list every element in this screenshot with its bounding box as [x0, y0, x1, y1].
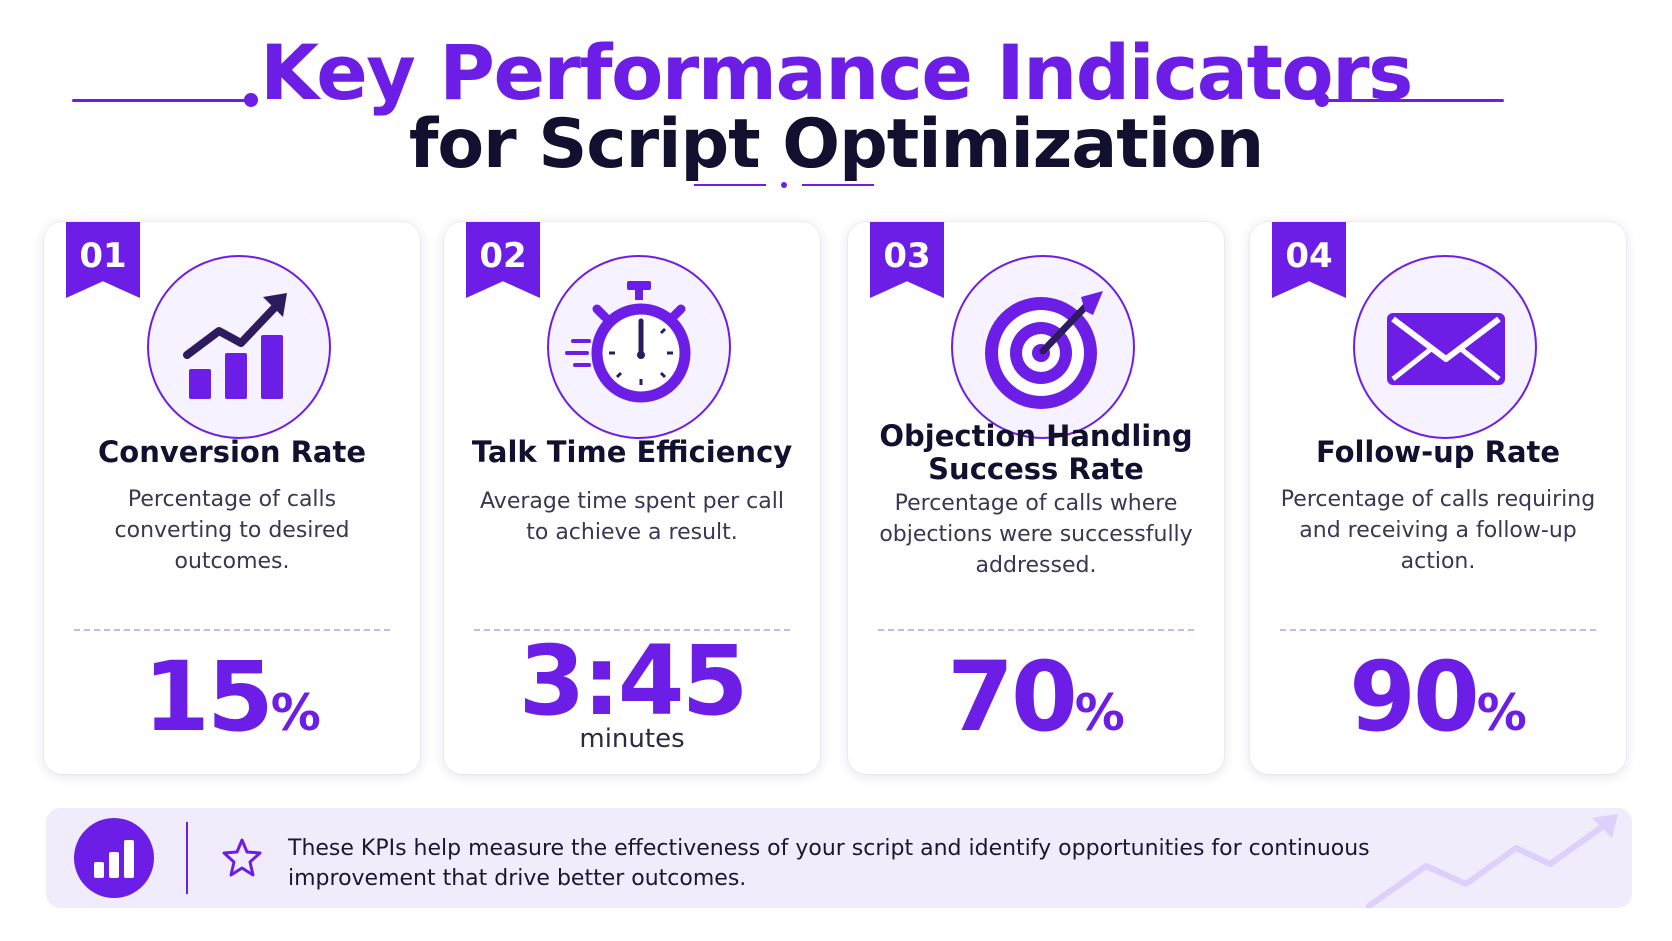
kpi-card-objection-handling: 03 Objection Handling Success Rate Perce… — [848, 222, 1224, 774]
card-description: Average time spent per call to achieve a… — [480, 489, 784, 545]
bar-chart-icon — [74, 818, 154, 898]
value-number: 70 — [947, 641, 1078, 753]
kpi-value: 70% — [848, 642, 1224, 752]
card-divider — [1280, 629, 1596, 631]
card-title: Follow-up Rate — [1315, 435, 1561, 469]
banner-divider — [186, 822, 188, 894]
value-unit: % — [1074, 684, 1125, 742]
page-subtitle: for Script Optimization — [408, 105, 1264, 184]
value-number: 15 — [143, 641, 274, 753]
card-title: Conversion Rate — [97, 435, 367, 469]
value-unit: % — [270, 684, 321, 742]
value-number: 90 — [1349, 641, 1480, 753]
summary-banner: These KPIs help measure the effectivenes… — [46, 808, 1632, 908]
subtitle-right-line — [802, 184, 874, 186]
star-icon — [222, 838, 262, 877]
value-subunit: minutes — [579, 724, 685, 754]
title-left-dot — [244, 93, 258, 107]
header: Key Performance Indicators for Script Op… — [0, 0, 1672, 200]
summary-text: These KPIs help measure the effectivenes… — [288, 836, 1370, 891]
card-number-badge: 02 — [466, 222, 540, 298]
page-title: Key Performance Indicators — [260, 28, 1413, 117]
subtitle-left-line — [694, 184, 766, 186]
card-divider — [474, 629, 790, 631]
kpi-value: 15% — [44, 642, 420, 752]
icon-circle — [1353, 255, 1537, 439]
card-divider — [878, 629, 1194, 631]
value-unit: % — [1476, 684, 1527, 742]
kpi-value: 90% — [1250, 642, 1626, 752]
stopwatch-icon — [565, 281, 691, 403]
growth-chart-icon — [183, 293, 287, 399]
kpi-card-conversion-rate: 01 Conversion Rate Percentage of calls c… — [44, 222, 420, 774]
title-left-line — [72, 99, 250, 102]
kpi-card-talk-time-efficiency: 02 Talk Time Efficiency Average time spe… — [444, 222, 820, 774]
kpi-value: 3:45 — [444, 626, 820, 736]
card-number-badge: 01 — [66, 222, 140, 298]
value-number: 3:45 — [518, 625, 749, 737]
card-title: Talk Time Efficiency — [471, 435, 793, 469]
subtitle-dot — [781, 182, 787, 188]
kpi-card-follow-up-rate: 04 Follow-up Rate Percentage of calls re… — [1250, 222, 1626, 774]
target-icon — [985, 291, 1103, 409]
card-number-badge: 04 — [1272, 222, 1346, 298]
card-number-badge: 03 — [870, 222, 944, 298]
card-description: Percentage of calls requiring and receiv… — [1280, 487, 1596, 574]
trend-arrow-decoration — [1366, 814, 1618, 908]
icon-circle — [951, 255, 1135, 439]
icon-circle — [547, 255, 731, 439]
card-description: Percentage of calls where objections wer… — [879, 491, 1193, 578]
envelope-icon — [1387, 313, 1505, 385]
card-description: Percentage of calls converting to desire… — [114, 487, 350, 574]
card-title: Objection Handling Success Rate — [879, 419, 1193, 486]
title-right-line — [1322, 99, 1504, 102]
icon-circle — [147, 255, 331, 439]
card-divider — [74, 629, 390, 631]
